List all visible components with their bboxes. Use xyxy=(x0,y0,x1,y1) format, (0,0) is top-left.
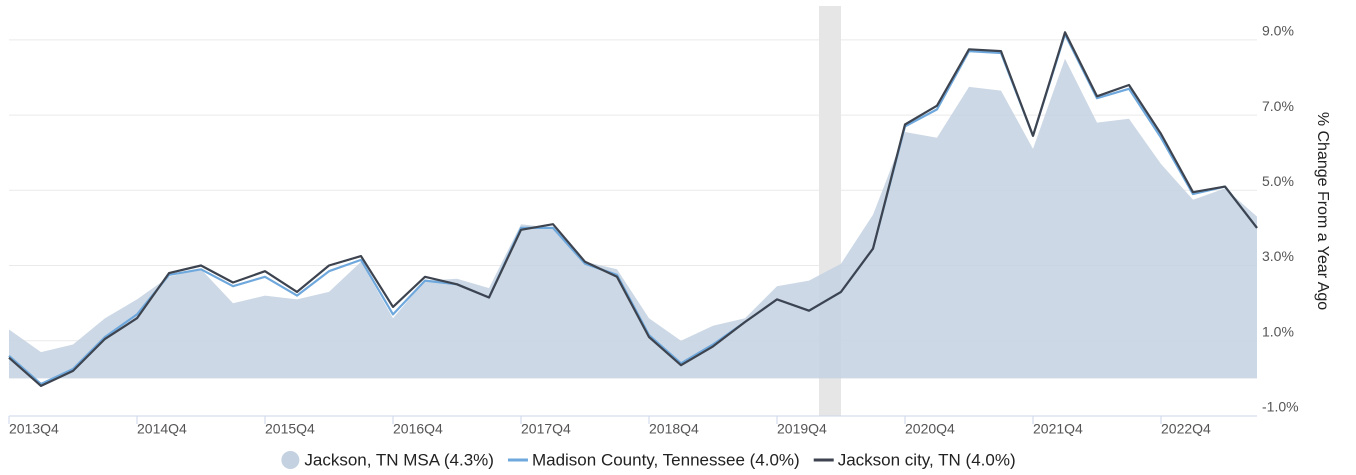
legend: Jackson, TN MSA (4.3%) Madison County, Te… xyxy=(281,450,1016,469)
y-tick-label: 1.0% xyxy=(1262,323,1294,339)
x-tick-label: 2021Q4 xyxy=(1033,421,1083,437)
x-tick-label: 2015Q4 xyxy=(265,421,315,437)
x-tick-label: 2018Q4 xyxy=(649,421,699,437)
legend-item: Madison County, Tennessee (4.0%) xyxy=(507,450,800,469)
y-axis-label: % Change From a Year Ago xyxy=(1314,112,1331,310)
y-tick-label: 5.0% xyxy=(1262,173,1294,189)
x-tick-label: 2017Q4 xyxy=(521,421,571,437)
y-tick-label: 3.0% xyxy=(1262,248,1294,264)
legend-label: Jackson, TN MSA (4.3%) xyxy=(304,450,494,469)
x-tick-label: 2022Q4 xyxy=(1161,421,1211,437)
y-tick-label: -1.0% xyxy=(1262,399,1299,415)
legend-item: Jackson city, TN (4.0%) xyxy=(813,450,1016,469)
legend-swatch xyxy=(281,451,300,469)
x-tick-label: 2013Q4 xyxy=(9,421,59,437)
x-tick-label: 2020Q4 xyxy=(905,421,955,437)
x-tick-label: 2019Q4 xyxy=(777,421,827,437)
x-tick-label: 2014Q4 xyxy=(137,421,187,437)
legend-label: Madison County, Tennessee (4.0%) xyxy=(532,450,800,469)
line xyxy=(8,31,1258,387)
y-tick-label: 9.0% xyxy=(1262,23,1294,39)
area xyxy=(9,58,1257,379)
legend-item: Jackson, TN MSA (4.3%) xyxy=(281,450,494,469)
y-tick-label: 7.0% xyxy=(1262,98,1294,114)
legend-label: Jackson city, TN (4.0%) xyxy=(838,450,1016,469)
x-tick-label: 2016Q4 xyxy=(393,421,443,437)
